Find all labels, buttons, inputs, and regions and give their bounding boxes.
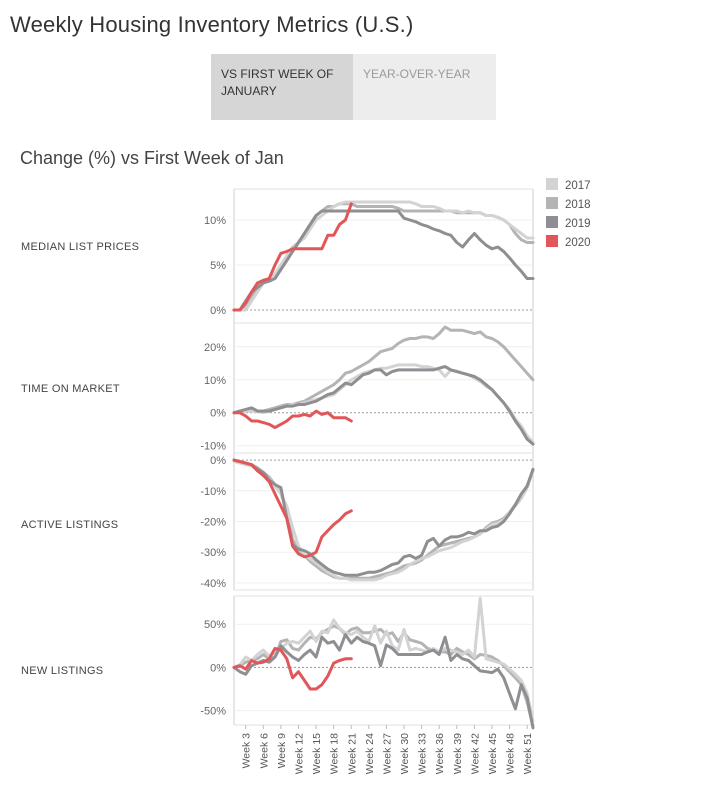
series-line-2018 <box>232 458 535 580</box>
x-tick-label: Week 6 <box>258 733 270 769</box>
chart-subtitle: Change (%) vs First Week of Jan <box>20 148 284 168</box>
x-tick-label: Week 12 <box>293 733 305 774</box>
x-tick-label: Week 33 <box>417 733 429 774</box>
y-tick-label: 10% <box>204 215 226 227</box>
x-tick-label: Week 30 <box>399 733 411 774</box>
x-tick-label: Week 42 <box>469 733 481 774</box>
view-toggle: VS FIRST WEEK OF JANUARY YEAR-OVER-YEAR <box>211 54 496 120</box>
series-line-2018 <box>232 325 535 415</box>
x-tick-label: Week 36 <box>434 733 446 774</box>
x-tick-label: Week 15 <box>311 733 323 774</box>
legend-label-2019: 2019 <box>565 218 591 230</box>
x-tick-label: Week 39 <box>452 733 464 774</box>
y-tick-label: 0% <box>210 305 226 317</box>
y-tick-label: -10% <box>200 441 226 453</box>
legend-swatch-2017 <box>546 178 558 190</box>
legend-label-2020: 2020 <box>565 237 591 249</box>
series-line-2020 <box>232 458 353 559</box>
y-tick-label: -50% <box>200 706 226 718</box>
y-tick-label: -20% <box>200 517 226 529</box>
y-tick-label: 0% <box>210 408 226 420</box>
legend-label-2017: 2017 <box>565 180 591 192</box>
y-tick-label: -30% <box>200 547 226 559</box>
dashboard-title: Weekly Housing Inventory Metrics (U.S.) <box>10 12 414 37</box>
series-line-2019 <box>232 365 535 446</box>
panel-label: ACTIVE LISTINGS <box>21 519 118 531</box>
panel-label: TIME ON MARKET <box>21 383 120 395</box>
x-tick-label: Week 24 <box>364 733 376 774</box>
panel-label: MEDIAN LIST PRICES <box>21 241 139 253</box>
y-tick-label: 50% <box>204 619 226 631</box>
y-tick-label: 0% <box>210 455 226 467</box>
x-tick-label: Week 48 <box>505 733 517 774</box>
y-tick-label: 10% <box>204 375 226 387</box>
x-tick-label: Week 27 <box>381 733 393 774</box>
y-tick-label: 0% <box>210 662 226 674</box>
series-line-2017 <box>232 200 535 312</box>
series-line-2020 <box>232 646 353 691</box>
series-line-2019 <box>232 209 535 312</box>
x-tick-label: Week 3 <box>241 733 253 769</box>
series-line-2020 <box>232 409 353 430</box>
series-line-2019 <box>232 633 535 730</box>
legend-swatch-2018 <box>546 197 558 209</box>
x-tick-label: Week 45 <box>487 733 499 774</box>
series-line-2019 <box>232 458 535 577</box>
legend-swatch-2020 <box>546 235 558 247</box>
panel-label: NEW LISTINGS <box>21 665 103 677</box>
x-tick-label: Week 18 <box>329 733 341 774</box>
y-tick-label: 20% <box>204 342 226 354</box>
y-tick-label: 5% <box>210 260 226 272</box>
y-tick-label: -10% <box>200 486 226 498</box>
legend-label-2018: 2018 <box>565 199 591 211</box>
toggle-year-over-year-button[interactable]: YEAR-OVER-YEAR <box>353 54 496 120</box>
series-line-2017 <box>232 363 535 444</box>
toggle-vs-first-week-button[interactable]: VS FIRST WEEK OF JANUARY <box>211 54 353 120</box>
series-line-2017 <box>232 596 535 723</box>
x-tick-label: Week 21 <box>346 733 358 774</box>
x-tick-label: Week 51 <box>522 733 534 774</box>
legend-swatch-2019 <box>546 216 558 228</box>
x-tick-label: Week 9 <box>276 733 288 769</box>
series-line-2017 <box>232 460 535 582</box>
y-tick-label: -40% <box>200 578 226 590</box>
series-line-2020 <box>232 202 353 312</box>
series-line-2018 <box>232 624 535 728</box>
